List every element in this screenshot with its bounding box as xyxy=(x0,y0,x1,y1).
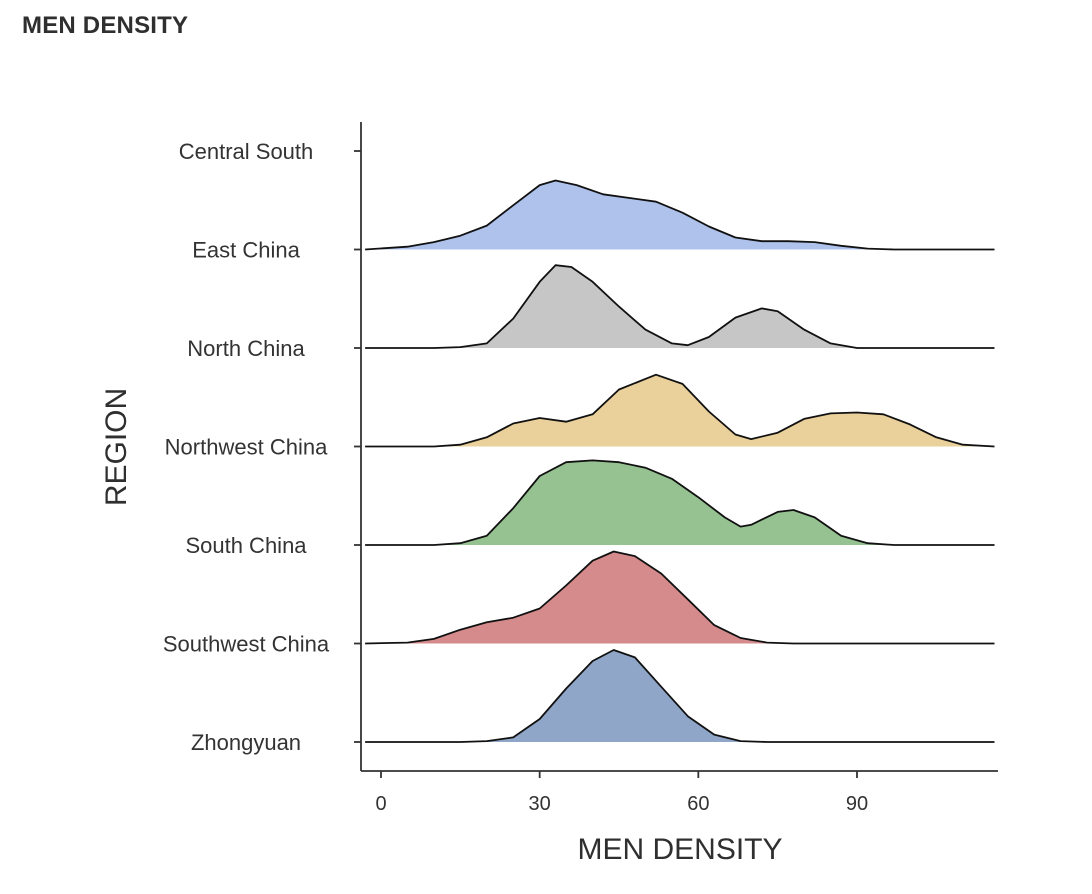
ridge-outline-zhongyuan xyxy=(365,649,995,743)
x-tick-label-90: 90 xyxy=(846,793,868,815)
ridge-fill-southwest-china xyxy=(365,551,995,644)
ridge-north-china xyxy=(365,264,995,349)
y-tick-label-south-china: South China xyxy=(185,533,307,558)
ridge-outline-northwest-china xyxy=(365,373,995,448)
x-tick-label-30: 30 xyxy=(529,793,551,815)
ridge-fill-northwest-china xyxy=(365,374,995,447)
ridge-zhongyuan xyxy=(365,649,995,743)
y-tick-label-zhongyuan: Zhongyuan xyxy=(191,730,301,755)
ridge-outline-north-china xyxy=(365,264,995,349)
y-tick-label-southwest-china: Southwest China xyxy=(163,632,330,657)
ridge-outline-southwest-china xyxy=(365,550,995,645)
ridge-fill-east-china xyxy=(365,180,995,250)
y-tick-label-north-china: North China xyxy=(187,336,305,361)
y-axis-ticks: Central South East China North China Northw… xyxy=(163,139,361,755)
x-axis-ticks: 0 30 60 90 xyxy=(375,771,868,815)
ridge-outline-south-china xyxy=(365,459,995,546)
ridge-fill-north-china xyxy=(365,265,995,348)
y-tick-label-east-china: East China xyxy=(192,238,300,263)
y-tick-label-northwest-china: Northwest China xyxy=(165,435,328,460)
chart-title: MEN DENSITY xyxy=(22,12,189,39)
x-tick-label-60: 60 xyxy=(687,793,709,815)
x-tick-label-0: 0 xyxy=(375,793,386,815)
ridge-east-china xyxy=(365,179,995,251)
x-axis-title: MEN DENSITY xyxy=(577,833,782,866)
ridge-northwest-china xyxy=(365,373,995,448)
ridges-layer xyxy=(365,179,995,743)
ridge-outline-east-china xyxy=(365,179,995,251)
ridge-fill-south-china xyxy=(365,460,995,545)
ridge-fill-zhongyuan xyxy=(365,650,995,742)
y-tick-label-central-south: Central South xyxy=(179,139,314,164)
ridge-south-china xyxy=(365,459,995,546)
ridge-southwest-china xyxy=(365,550,995,645)
y-axis-title: REGION xyxy=(100,388,133,506)
